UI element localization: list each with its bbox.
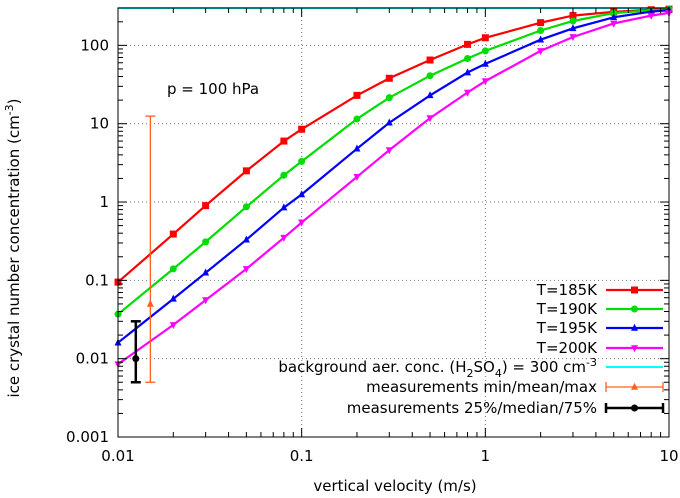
point-t-185k <box>242 167 250 175</box>
y-axis-label-exp: -3 <box>3 104 16 115</box>
point-t-200k <box>242 266 250 274</box>
series-line-t-195k <box>117 9 670 344</box>
legend-label-t-200k: T=200K <box>536 339 598 357</box>
point-t-185k <box>280 137 288 145</box>
point-t-200k <box>426 115 434 123</box>
point-t-200k <box>569 34 577 42</box>
point-t-190k <box>610 9 618 17</box>
point-t-190k <box>481 47 489 55</box>
point-t-195k <box>537 35 545 43</box>
point-t-200k <box>610 20 618 28</box>
y-axis-label-unit: cm <box>5 115 23 138</box>
y-tick-label: 0.01 <box>76 350 109 368</box>
point-t-200k <box>464 89 472 97</box>
x-tick-label: 1 <box>481 447 491 465</box>
point-t-195k <box>385 118 393 126</box>
point-t-190k <box>537 26 545 34</box>
point-t-195k <box>569 24 577 32</box>
point-t-195k <box>242 235 250 243</box>
x-tick-label: 10 <box>659 447 678 465</box>
point-t-195k <box>202 268 210 276</box>
legend-marker-t-200k <box>631 345 638 353</box>
legend-marker-t-190k <box>631 305 638 313</box>
y-tick-label: 0.1 <box>85 271 109 289</box>
annotation-pressure: p = 100 hPa <box>167 80 259 98</box>
series-line-t-200k <box>117 11 670 366</box>
point-t-195k <box>169 294 177 302</box>
y-tick-label: 1 <box>99 193 109 211</box>
legend-label-quartiles: measurements 25%/median/75% <box>347 399 597 417</box>
point-t-185k <box>169 230 177 238</box>
x-tick-label: 0.01 <box>101 447 134 465</box>
point-t-185k <box>385 74 393 82</box>
point-t-195k <box>481 59 489 67</box>
legend-marker-quartiles <box>631 404 638 412</box>
point-t-185k <box>298 125 306 133</box>
plot-frame <box>117 7 670 438</box>
minmax-mean-point <box>146 299 154 307</box>
legend-label-minmax: measurements min/mean/max <box>366 378 597 396</box>
point-t-200k <box>298 219 306 227</box>
y-tick-label: 10 <box>90 115 109 133</box>
point-t-190k <box>353 115 361 123</box>
point-t-200k <box>481 78 489 86</box>
point-t-190k <box>464 54 472 62</box>
point-t-200k <box>537 48 545 56</box>
legend-marker-minmax <box>631 382 638 390</box>
legend-marker-t-185k <box>631 286 638 294</box>
point-t-185k <box>426 56 434 64</box>
x-tick-label: 0.1 <box>290 447 314 465</box>
y-tick-label: 100 <box>80 36 109 54</box>
point-t-190k <box>385 94 393 102</box>
x-axis-label: vertical velocity (m/s) <box>313 477 476 495</box>
point-t-185k <box>537 19 545 27</box>
point-t-185k <box>202 202 210 210</box>
point-t-200k <box>647 12 655 20</box>
point-t-185k <box>569 12 577 20</box>
point-t-190k <box>426 72 434 80</box>
legend-label-background: background aer. conc. (H2SO4) = 300 cm-3 <box>278 356 597 380</box>
legend-label-t-195k: T=195K <box>536 319 598 337</box>
y-tick-label: 0.001 <box>66 428 109 446</box>
point-t-200k <box>169 322 177 330</box>
point-t-190k <box>298 157 306 165</box>
point-t-195k <box>353 144 361 152</box>
measurements-layer <box>130 115 156 384</box>
y-axis-label-group: ice crystal number concentration (cm-3) <box>3 98 23 397</box>
point-t-200k <box>280 234 288 242</box>
point-t-185k <box>481 34 489 42</box>
point-t-185k <box>353 91 361 99</box>
point-t-190k <box>280 171 288 179</box>
point-t-200k <box>202 297 210 305</box>
quartile-median-point <box>132 355 140 363</box>
legend-marker-t-195k <box>631 323 638 331</box>
series-layer <box>114 5 673 369</box>
point-t-195k <box>610 13 618 21</box>
point-t-195k <box>464 68 472 76</box>
point-t-195k <box>426 91 434 99</box>
legend-label-t-185k: T=185K <box>536 281 598 299</box>
point-t-185k <box>464 40 472 48</box>
point-t-190k <box>569 17 577 25</box>
point-t-190k <box>202 238 210 246</box>
series-line-t-190k <box>117 8 670 316</box>
series-line-t-185k <box>117 8 670 283</box>
point-t-195k <box>280 203 288 211</box>
y-axis-label: ice crystal number concentration <box>5 149 23 398</box>
point-t-195k <box>298 190 306 198</box>
point-t-200k <box>353 173 361 181</box>
legend-label-t-190k: T=190K <box>536 300 598 318</box>
point-t-190k <box>169 265 177 273</box>
point-t-200k <box>385 147 393 155</box>
point-t-190k <box>242 203 250 211</box>
